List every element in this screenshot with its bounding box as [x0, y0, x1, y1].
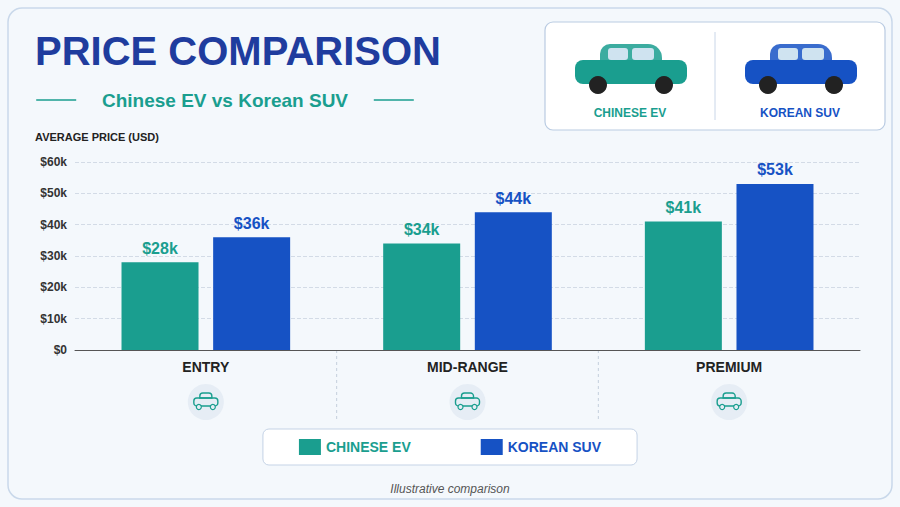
svg-text:AVERAGE PRICE (USD): AVERAGE PRICE (USD) [35, 131, 159, 143]
svg-text:ENTRY: ENTRY [182, 359, 230, 375]
svg-text:PRICE COMPARISON: PRICE COMPARISON [35, 29, 441, 73]
svg-text:CHINESE EV: CHINESE EV [326, 439, 411, 455]
svg-text:$28k: $28k [142, 240, 178, 257]
svg-text:$0: $0 [54, 343, 68, 357]
svg-text:$34k: $34k [404, 221, 440, 238]
svg-text:$41k: $41k [666, 199, 702, 216]
svg-text:$40k: $40k [40, 218, 67, 232]
svg-text:CHINESE EV: CHINESE EV [594, 106, 667, 120]
svg-text:$36k: $36k [234, 215, 270, 232]
svg-text:$50k: $50k [40, 186, 67, 200]
svg-text:$44k: $44k [496, 190, 532, 207]
svg-text:Chinese EV vs Korean SUV: Chinese EV vs Korean SUV [102, 90, 348, 111]
svg-text:KOREAN SUV: KOREAN SUV [508, 439, 602, 455]
svg-text:KOREAN SUV: KOREAN SUV [760, 106, 840, 120]
svg-text:$10k: $10k [40, 312, 67, 326]
svg-text:$30k: $30k [40, 249, 67, 263]
svg-text:MID-RANGE: MID-RANGE [427, 359, 508, 375]
svg-text:$53k: $53k [757, 161, 793, 178]
svg-text:$60k: $60k [40, 155, 67, 169]
svg-text:Illustrative comparison: Illustrative comparison [390, 482, 510, 496]
svg-text:$20k: $20k [40, 280, 67, 294]
svg-text:PREMIUM: PREMIUM [696, 359, 762, 375]
